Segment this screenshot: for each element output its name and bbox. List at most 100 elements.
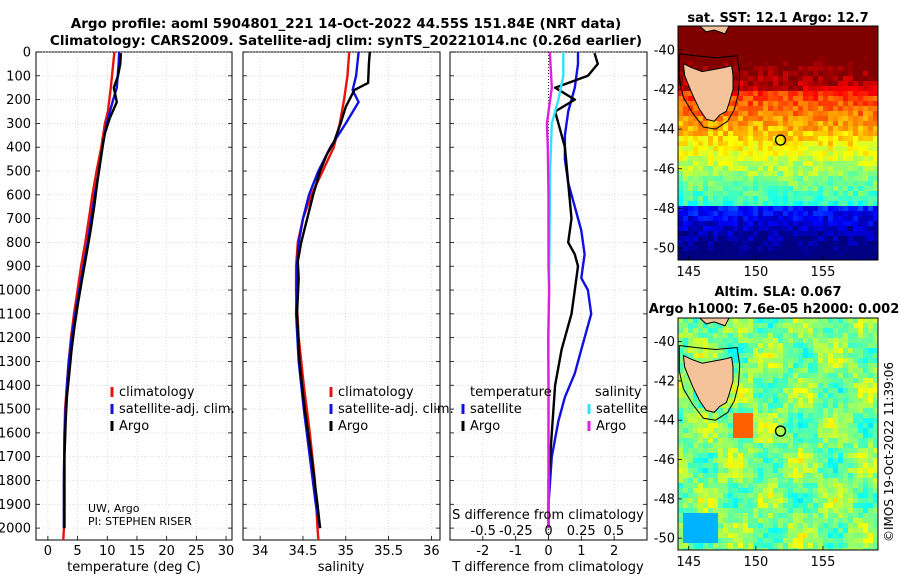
map-cell [873,423,878,429]
map-cell [813,146,819,152]
map-cell [793,373,799,379]
map-cell [808,388,814,394]
map-cell [748,483,754,489]
map-cell [683,373,689,379]
map-cell [708,328,714,334]
map-cell [678,348,684,354]
map-cell [848,46,854,52]
map-cell [863,31,869,37]
map-cell [773,523,779,529]
map-cell [838,548,844,550]
map-cell [788,333,794,339]
map-cell [693,206,699,212]
map-cell [753,353,759,359]
map-cell [803,503,809,509]
map-cell [778,453,784,459]
map-cell [768,171,774,177]
map-cell [833,216,839,222]
map-cell [728,408,734,414]
map-cell [738,543,744,549]
map-cell [823,156,829,162]
difference-xtick-label: 1 [577,544,585,559]
map-cell [693,523,699,529]
map-cell [713,176,719,182]
map-cell [873,151,878,157]
depth-tick-label: 600 [6,188,31,203]
map-cell [873,111,878,117]
map-cell [823,323,829,329]
map-cell [843,96,849,102]
map-cell [798,343,804,349]
map-cell [708,343,714,349]
map-cell [828,171,834,177]
map-cell [783,251,789,257]
map-cell [833,488,839,494]
map-cell [743,191,749,197]
map-cell [738,31,744,37]
map-cell [783,528,789,534]
map-cell [703,518,709,524]
map-cell [813,323,819,329]
difference-stick-label: 0.5 [603,524,624,539]
map-cell [808,251,814,257]
map-cell [693,146,699,152]
map-cell [793,428,799,434]
map-cell [693,443,699,449]
map-cell [703,216,709,222]
map-cell [733,251,739,257]
map-cell [733,211,739,217]
map-cell [733,236,739,242]
map-cell [763,86,769,92]
map-cell [788,338,794,344]
map-cell [858,423,864,429]
difference-stick-label: -0.5 [470,524,495,539]
map-cell [738,533,744,539]
map-cell [833,206,839,212]
map-cell [808,131,814,137]
map-cell [758,518,764,524]
map-cell [838,353,844,359]
map-cell [683,448,689,454]
map-cell [793,66,799,72]
map-cell [713,348,719,354]
map-cell [818,141,824,147]
map-cell [813,358,819,364]
map-cell [683,221,689,227]
map-cell [718,51,724,57]
map-cell [678,528,684,534]
map-cell [818,408,824,414]
map-cell [848,448,854,454]
map-cell [768,518,774,524]
map-cell [868,538,874,544]
map-cell [723,333,729,339]
map-cell [783,216,789,222]
map-cell [828,256,834,260]
map-cell [683,393,689,399]
map-cell [808,373,814,379]
map-cell [813,171,819,177]
map-cell [788,513,794,519]
map-cell [818,126,824,132]
map-cell [873,538,878,544]
map-cell [823,483,829,489]
map-cell [813,468,819,474]
map-cell [753,538,759,544]
map-cell [748,538,754,544]
map-cell [728,126,734,132]
map-cell [858,408,864,414]
salinity-xtick-label: 34.5 [288,544,317,559]
map-cell [853,176,859,182]
map-cell [768,373,774,379]
map-cell [853,418,859,424]
map-cell [683,333,689,339]
map-cell [718,196,724,202]
map-cell [828,393,834,399]
map-cell [873,453,878,459]
map-cell [748,241,754,247]
map-cell [748,498,754,504]
map-cell [863,323,869,329]
map-cell [683,181,689,187]
temperature-xtick-label: 0 [44,544,52,559]
map-cell [828,388,834,394]
map-cell [768,186,774,192]
